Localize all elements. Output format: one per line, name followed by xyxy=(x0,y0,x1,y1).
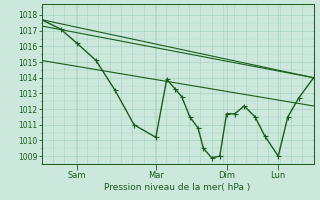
X-axis label: Pression niveau de la mer( hPa ): Pression niveau de la mer( hPa ) xyxy=(104,183,251,192)
